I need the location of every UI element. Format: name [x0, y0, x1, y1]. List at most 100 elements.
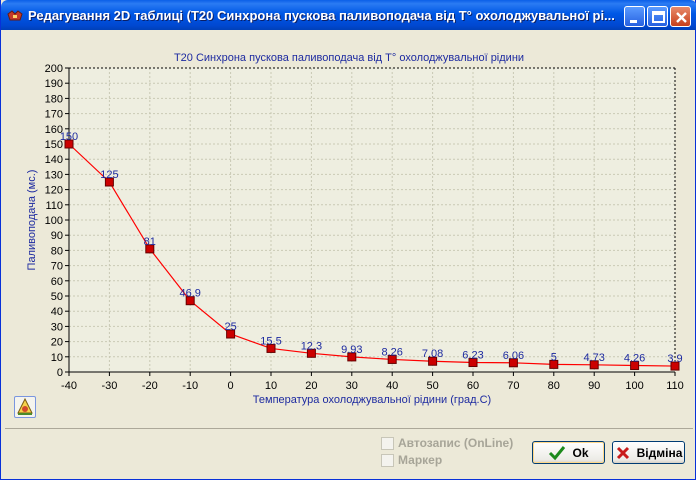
data-label: 4.73: [583, 352, 604, 364]
chart-tool-icon: [17, 397, 33, 415]
ok-button[interactable]: Ok: [532, 441, 605, 464]
data-point: [428, 356, 438, 366]
chart-tool-button[interactable]: [14, 396, 36, 418]
bottom-panel: [5, 428, 693, 476]
y-tick-label: 0: [57, 367, 63, 379]
x-tick-label: 20: [305, 380, 317, 392]
data-label: 8.26: [381, 346, 402, 358]
cross-icon: [616, 446, 629, 459]
y-tick-label: 190: [45, 78, 63, 90]
x-tick-label: -10: [182, 380, 198, 392]
series-line: [68, 143, 676, 367]
data-label: 5: [551, 351, 557, 363]
window-title: Редагування 2D таблиці (T20 Синхрона пус…: [28, 8, 615, 23]
line-chart[interactable]: 0102030405060708090100110120130140150160…: [7, 38, 691, 412]
y-tick-label: 40: [51, 306, 63, 318]
data-point: [185, 296, 195, 306]
x-tick-label: 70: [507, 380, 519, 392]
data-label: 6.23: [462, 350, 483, 362]
close-icon: [676, 12, 687, 23]
y-tick-label: 100: [45, 215, 63, 227]
autosave-checkbox[interactable]: [381, 436, 394, 450]
x-tick-label: 0: [228, 380, 234, 392]
chart-title: T20 Синхрона пускова паливоподача від T°…: [173, 52, 525, 64]
y-tick-label: 160: [45, 124, 63, 136]
y-tick-label: 150: [45, 139, 63, 151]
y-tick-label: 180: [45, 93, 63, 105]
data-label: 46.9: [179, 288, 200, 300]
x-tick-label: 10: [265, 380, 277, 392]
y-tick-label: 140: [45, 154, 63, 166]
checkmark-icon: [549, 445, 566, 460]
data-point: [266, 343, 276, 353]
cancel-label: Відміна: [636, 445, 683, 460]
data-point: [104, 177, 114, 187]
y-tick-label: 30: [51, 321, 63, 333]
y-tick-label: 70: [51, 261, 63, 273]
minimize-button[interactable]: [624, 6, 645, 27]
data-point: [145, 244, 155, 254]
x-tick-label: 60: [467, 380, 479, 392]
data-point: [347, 352, 357, 362]
y-tick-label: 20: [51, 337, 63, 349]
data-label: 150: [60, 131, 78, 143]
y-tick-label: 90: [51, 230, 63, 242]
x-tick-label: 80: [548, 380, 560, 392]
data-point: [226, 329, 236, 339]
maximize-icon: [652, 11, 665, 23]
data-point: [64, 139, 74, 149]
close-window-button[interactable]: [670, 6, 691, 27]
x-tick-label: -40: [61, 380, 77, 392]
data-point: [549, 359, 559, 369]
data-label: 7.08: [422, 348, 443, 360]
x-tick-label: 30: [346, 380, 358, 392]
y-tick-label: 80: [51, 245, 63, 257]
autosave-option: Автозапис (OnLine): [381, 436, 513, 450]
y-tick-label: 10: [51, 352, 63, 364]
data-point: [468, 358, 478, 368]
x-axis-label: Температура охолоджувальної рідини (град…: [253, 394, 491, 406]
app-icon: [7, 10, 23, 21]
y-tick-label: 120: [45, 185, 63, 197]
chart-panel: T20 Синхрона пускова паливоподача від T°…: [7, 38, 691, 412]
data-label: 12.3: [301, 340, 322, 352]
y-tick-label: 60: [51, 276, 63, 288]
data-label: 125: [100, 169, 118, 181]
data-label: 6.06: [503, 350, 524, 362]
data-point: [670, 361, 680, 371]
data-label: 15.5: [260, 335, 281, 347]
data-point: [589, 360, 599, 370]
x-tick-label: 90: [588, 380, 600, 392]
y-axis-label: Паливоподача (мс.): [26, 170, 38, 271]
x-tick-label: -20: [142, 380, 158, 392]
data-label: 25: [224, 321, 236, 333]
data-label: 4.26: [624, 353, 645, 365]
data-label: 81: [144, 236, 156, 248]
plot-area: [69, 68, 675, 372]
marker-checkbox[interactable]: [381, 453, 394, 467]
y-tick-label: 130: [45, 169, 63, 181]
ok-label: Ok: [572, 445, 589, 460]
data-point: [387, 354, 397, 364]
maximize-button[interactable]: [647, 6, 668, 27]
x-tick-label: -30: [101, 380, 117, 392]
y-tick-label: 50: [51, 291, 63, 303]
y-tick-label: 110: [45, 200, 63, 212]
title-bar[interactable]: Редагування 2D таблиці (T20 Синхрона пус…: [1, 0, 696, 30]
data-point: [630, 361, 640, 371]
y-tick-label: 200: [45, 63, 63, 75]
data-point: [508, 358, 518, 368]
marker-label: Маркер: [398, 453, 443, 467]
x-tick-label: 110: [666, 380, 684, 392]
y-tick-label: 170: [45, 109, 63, 121]
marker-option: Маркер: [381, 453, 442, 467]
data-label: 3.9: [667, 353, 682, 365]
x-tick-label: 100: [625, 380, 643, 392]
cancel-button[interactable]: Відміна: [612, 441, 685, 464]
data-label: 9.93: [341, 344, 362, 356]
x-tick-label: 50: [426, 380, 438, 392]
minimize-icon: [630, 20, 637, 23]
data-point: [306, 348, 316, 358]
x-tick-label: 40: [386, 380, 398, 392]
